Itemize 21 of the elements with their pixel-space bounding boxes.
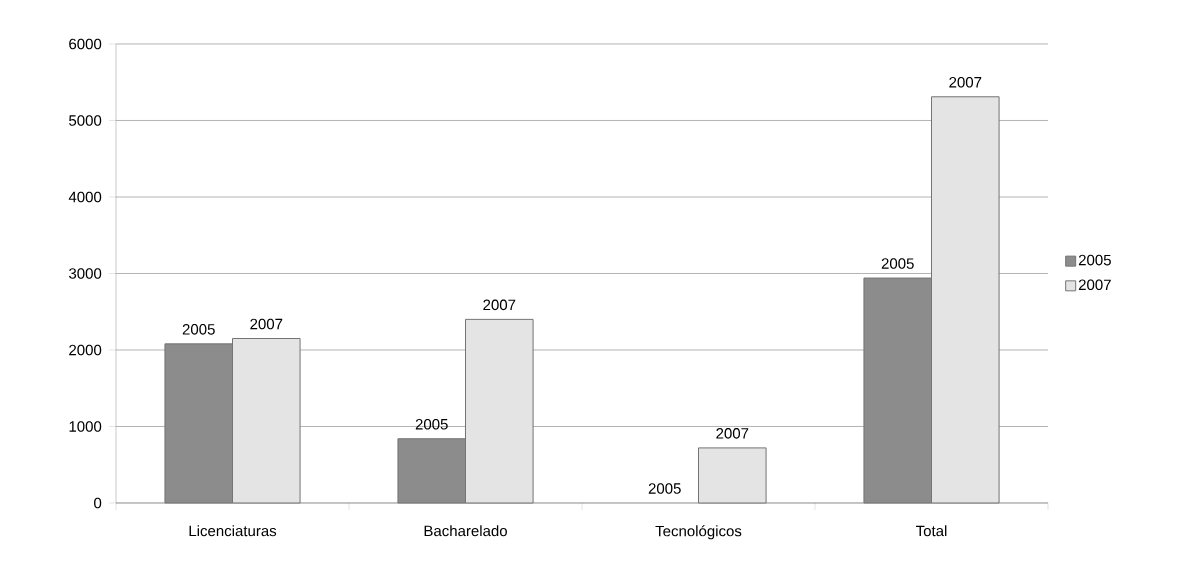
legend-label: 2007 xyxy=(1078,279,1111,291)
annotation: 2007 xyxy=(716,428,749,439)
legend-label: 2005 xyxy=(1078,254,1111,266)
annotation: 2007 xyxy=(949,76,982,88)
x-tick-label: Licenciaturas xyxy=(189,525,277,537)
annotation: 2007 xyxy=(250,318,283,330)
x-tick-label: Total xyxy=(916,525,947,537)
annotation: 2005 xyxy=(648,483,681,494)
y-tick-label: 6000 xyxy=(69,38,102,50)
y-tick-label: 3000 xyxy=(69,268,102,279)
y-tick-label: 0 xyxy=(94,497,102,509)
x-tick-label: Bacharelado xyxy=(424,525,507,537)
x-tick-label: Tecnológicos xyxy=(655,525,742,540)
y-tick-label: 2000 xyxy=(69,344,102,356)
y-tick-label: 5000 xyxy=(69,115,102,126)
y-tick-label: 1000 xyxy=(69,421,102,432)
annotation: 2005 xyxy=(182,324,215,335)
annotation: 2005 xyxy=(881,258,914,269)
annotation: 2005 xyxy=(415,418,448,430)
y-tick-label: 4000 xyxy=(68,191,102,203)
annotation: 2007 xyxy=(483,299,516,311)
